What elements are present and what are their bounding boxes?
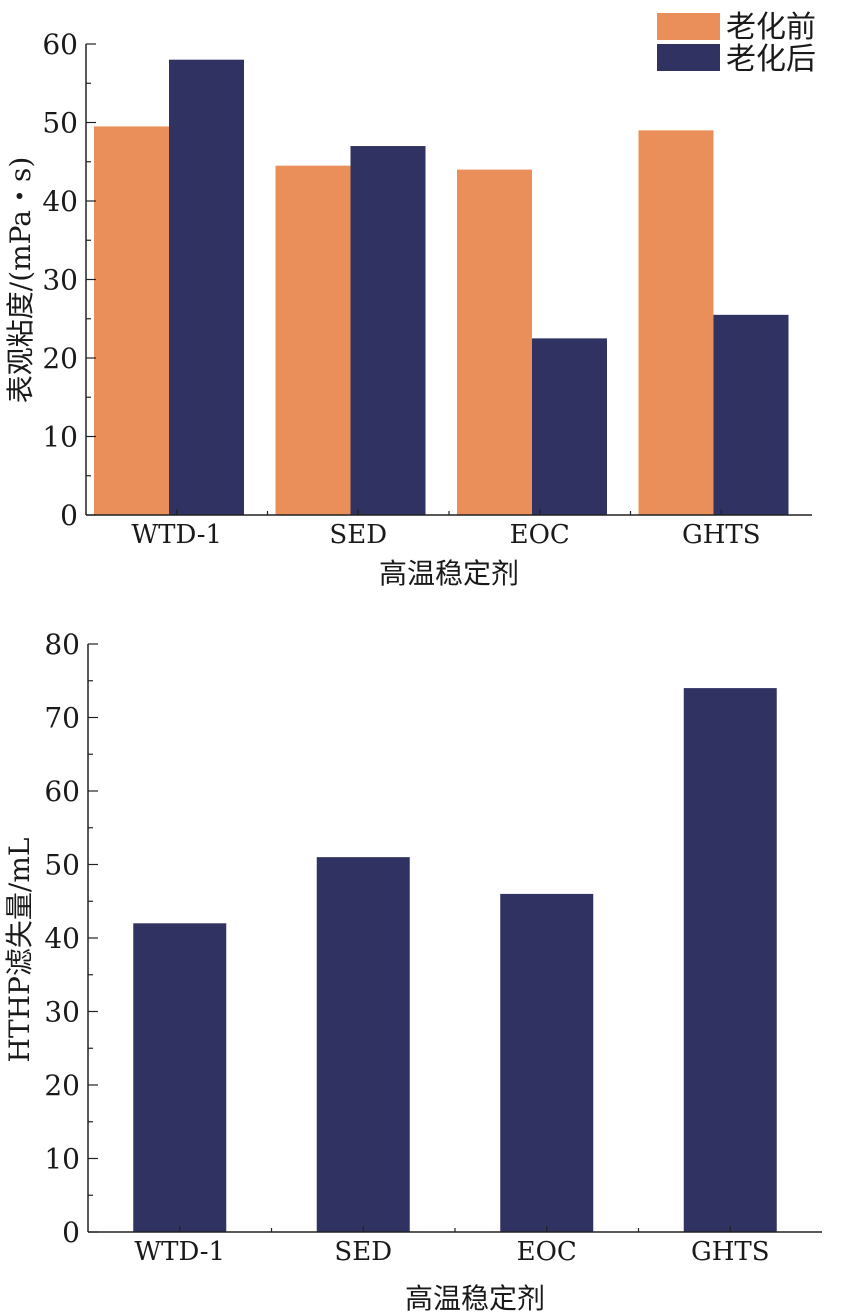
hthp-y-axis-title: HTHP滤失量/mL <box>3 838 36 1063</box>
hthp-y-tick-label: 50 <box>44 849 80 882</box>
viscosity-x-tick-label-sed: SED <box>329 520 387 550</box>
viscosity-x-ticks: WTD-1 SED EOC GHTS <box>131 509 761 550</box>
hthp-x-tick-label-sed: SED <box>334 1237 392 1267</box>
hthp-y-tick-label: 0 <box>62 1216 80 1249</box>
viscosity-y-tick-label: 30 <box>42 264 78 297</box>
viscosity-bar-eoc-after-aging <box>532 338 607 515</box>
legend-label-before-aging: 老化前 <box>726 10 816 45</box>
viscosity-bar-wtd-1-after-aging <box>169 59 244 515</box>
hthp-y-tick-label: 20 <box>44 1069 80 1102</box>
viscosity-x-tick-label-eoc: EOC <box>510 520 570 550</box>
hthp-bar-sed <box>316 857 410 1232</box>
viscosity-bar-ghts-after-aging <box>713 314 789 515</box>
viscosity-y-ticks: 0 10 20 30 40 50 60 <box>42 28 96 532</box>
hthp-y-ticks: 0 10 20 30 40 50 60 70 80 <box>44 628 98 1249</box>
hthp-bar-eoc <box>500 893 594 1232</box>
hthp-x-tick-label-wtd-1: WTD-1 <box>134 1237 225 1267</box>
viscosity-chart: 0 10 20 30 40 50 60 WTD-1 SED EOC GHTS 高温稳定剂 表观粘度… <box>4 10 816 590</box>
viscosity-bars <box>94 59 789 516</box>
legend: 老化前 老化后 <box>657 10 816 77</box>
viscosity-y-axis-title: 表观粘度/(mPa・s) <box>4 157 37 403</box>
viscosity-bar-ghts-before-aging <box>638 130 714 515</box>
hthp-bars <box>133 688 777 1232</box>
viscosity-x-tick-label-ghts: GHTS <box>682 520 761 550</box>
viscosity-y-tick-label: 10 <box>42 421 78 454</box>
viscosity-x-axis-title: 高温稳定剂 <box>379 557 519 590</box>
viscosity-y-tick-label: 20 <box>42 342 78 375</box>
hthp-y-tick-label: 10 <box>44 1143 80 1176</box>
viscosity-y-tick-label: 50 <box>42 107 78 140</box>
hthp-y-tick-label: 30 <box>44 996 80 1029</box>
viscosity-bar-sed-after-aging <box>350 146 426 516</box>
viscosity-y-tick-label: 60 <box>42 28 78 61</box>
hthp-bar-ghts <box>683 688 777 1232</box>
hthp-x-axis-title: 高温稳定剂 <box>405 1282 545 1315</box>
legend-swatch-after-aging <box>657 44 720 71</box>
hthp-bar-wtd-1 <box>133 923 227 1232</box>
viscosity-bar-sed-before-aging <box>275 165 351 516</box>
hthp-y-tick-label: 70 <box>44 702 80 735</box>
hthp-y-tick-label: 60 <box>44 775 80 808</box>
legend-swatch-before-aging <box>657 13 720 40</box>
hthp-x-tick-label-eoc: EOC <box>517 1237 577 1267</box>
viscosity-bar-wtd-1-before-aging <box>94 126 169 516</box>
viscosity-bar-eoc-before-aging <box>457 169 532 515</box>
viscosity-x-tick-label-wtd-1: WTD-1 <box>131 520 222 550</box>
hthp-x-tick-label-ghts: GHTS <box>691 1237 770 1267</box>
viscosity-y-tick-label: 40 <box>42 185 78 218</box>
legend-label-after-aging: 老化后 <box>726 42 816 77</box>
hthp-y-tick-label: 40 <box>44 922 80 955</box>
viscosity-y-tick-label: 0 <box>60 499 78 532</box>
hthp-x-ticks: WTD-1 SED EOC GHTS <box>134 1226 770 1267</box>
hthp-y-tick-label: 80 <box>44 628 80 661</box>
